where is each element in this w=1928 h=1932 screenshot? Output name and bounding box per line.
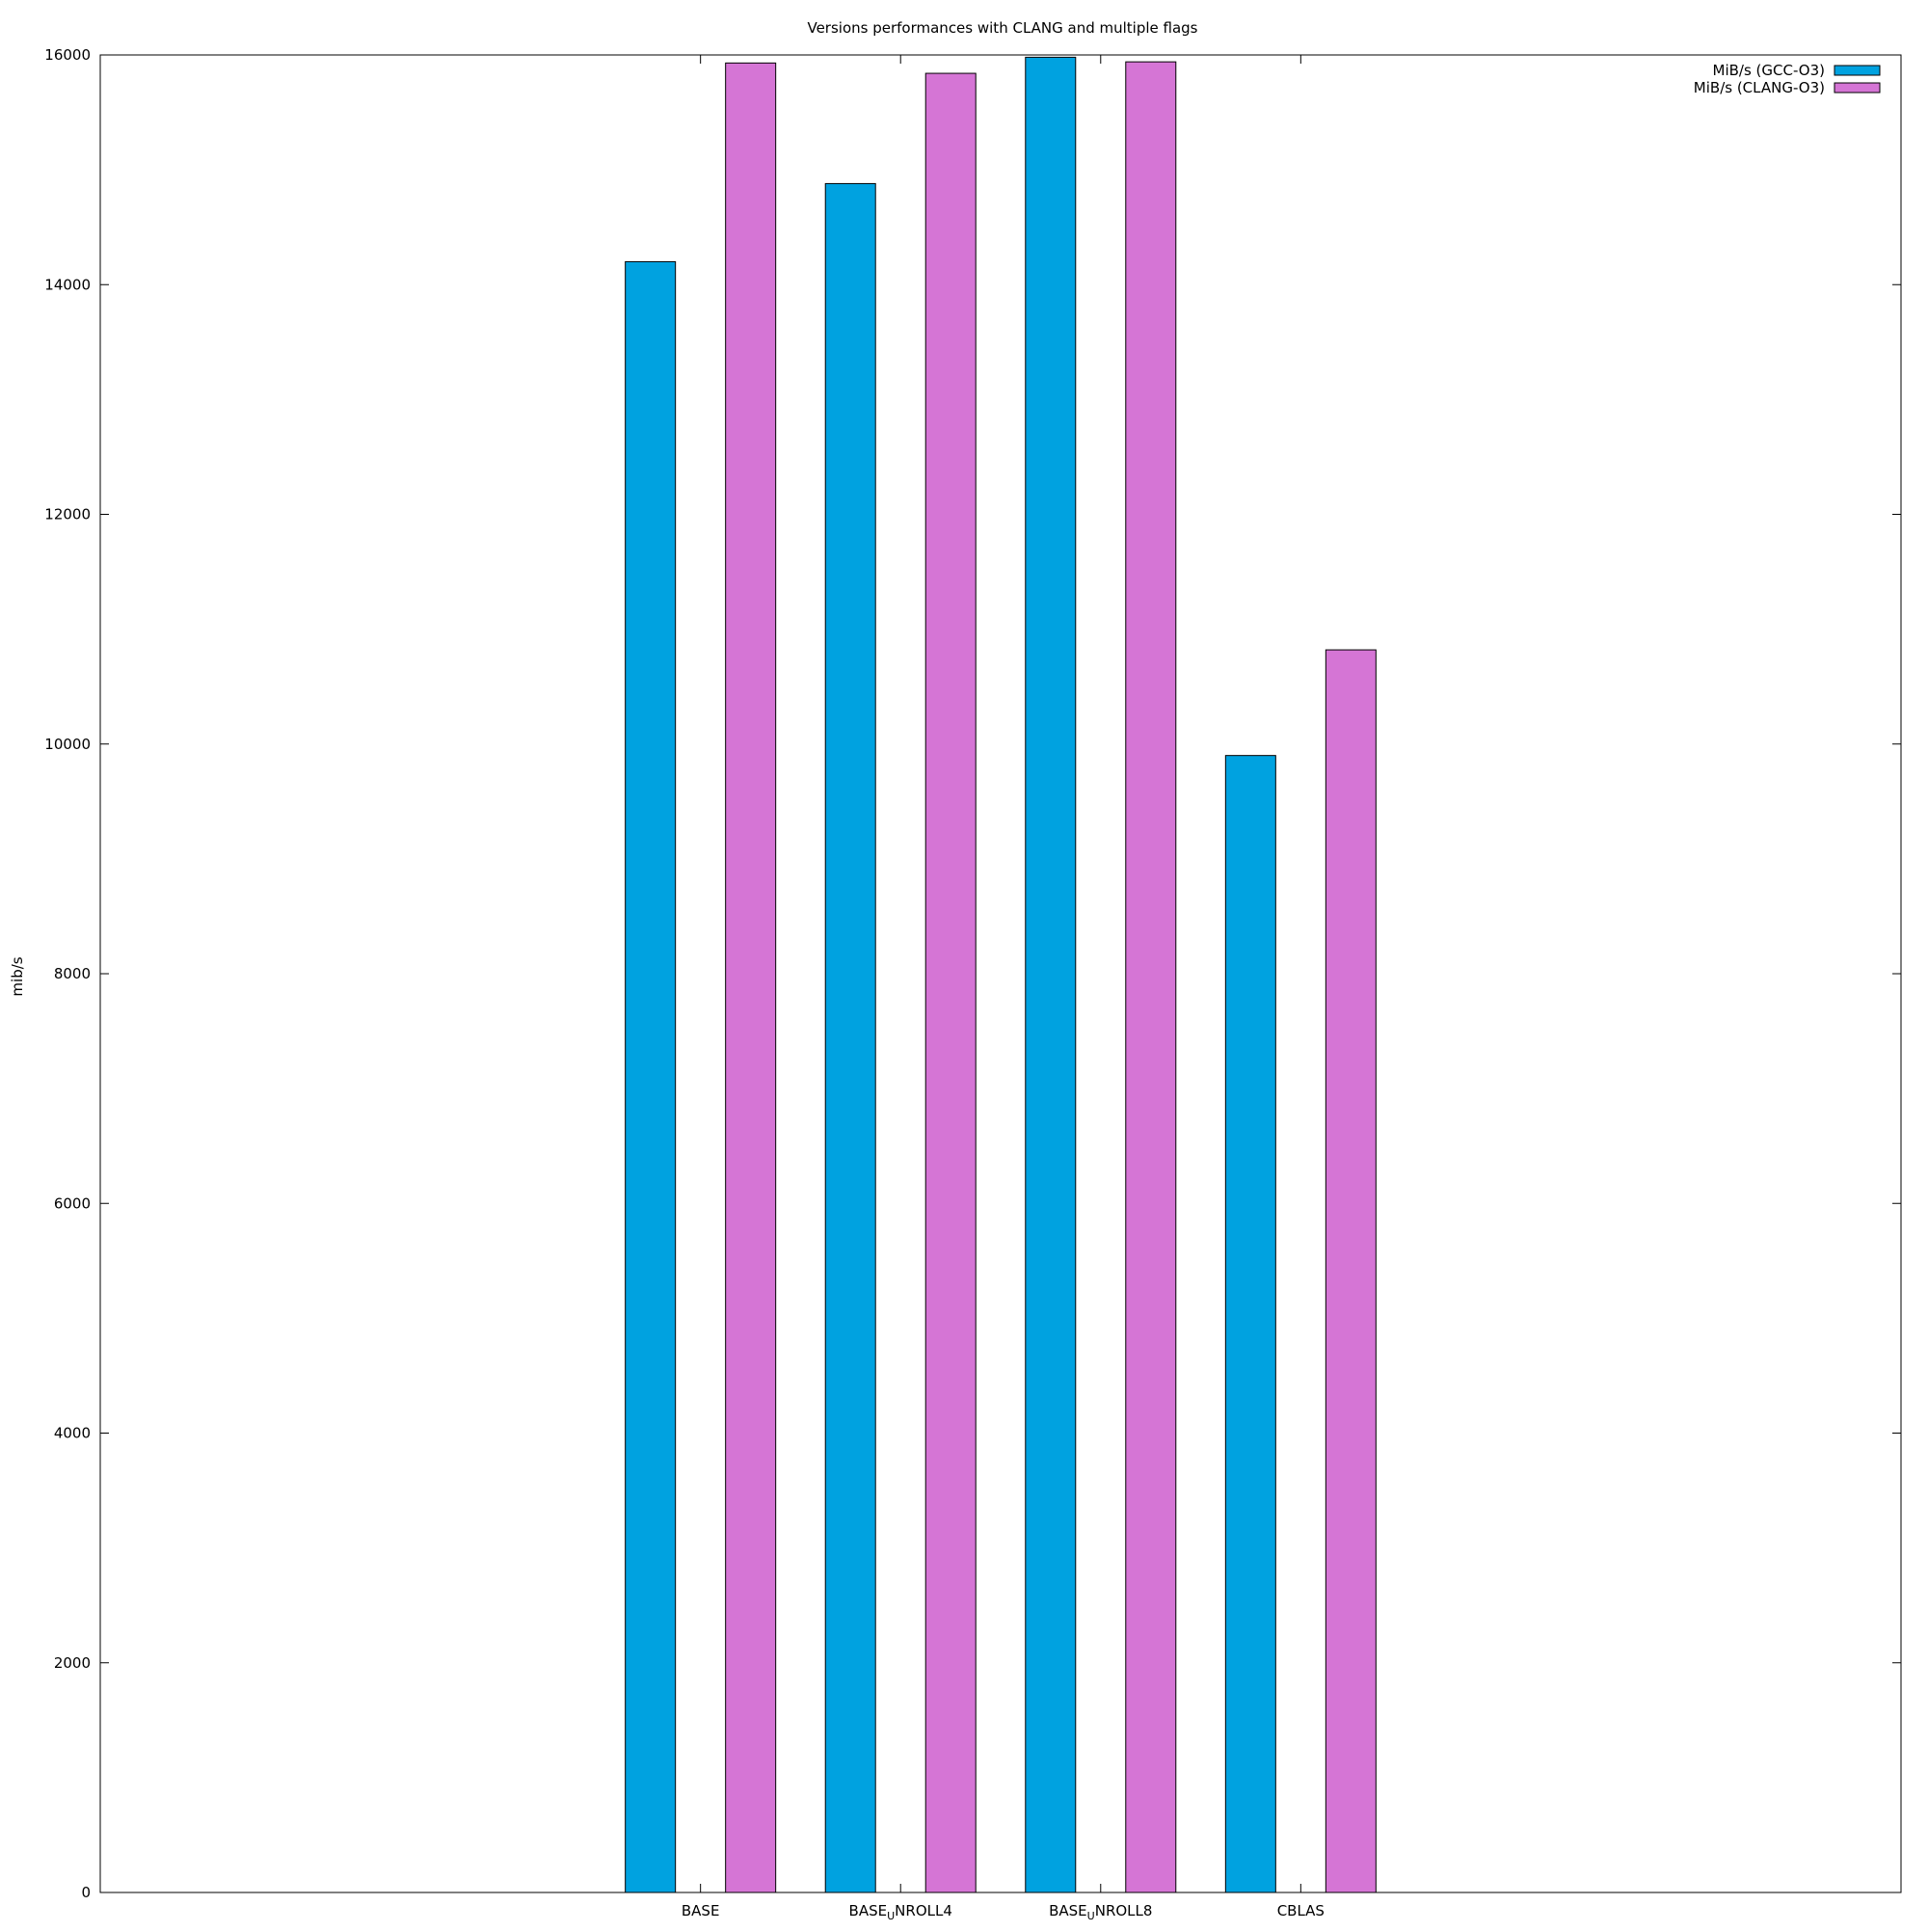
y-tick-label-4: 8000	[54, 965, 91, 982]
legend-swatch-1	[1834, 82, 1881, 94]
bar-series-1-3	[1325, 649, 1377, 1893]
y-tick-label-5: 10000	[44, 736, 91, 753]
y-tick-label-7: 14000	[44, 276, 91, 293]
plot-frame	[99, 54, 1902, 1893]
legend-label-1: MiB/s (CLANG-O3)	[1694, 79, 1825, 96]
y-tick-label-8: 16000	[44, 46, 91, 64]
bar-series-0-1	[824, 182, 876, 1893]
x-tick-label-0: BASE	[682, 1902, 720, 1919]
legend-label-0: MiB/s (GCC-O3)	[1713, 62, 1826, 79]
bar-series-1-1	[924, 72, 977, 1893]
x-tick-label-3: CBLAS	[1277, 1902, 1325, 1919]
y-tick-label-0: 0	[81, 1884, 91, 1901]
legend-swatch-0	[1834, 65, 1881, 76]
bars-layer	[625, 56, 1377, 1893]
legend: MiB/s (GCC-O3)MiB/s (CLANG-O3)	[1694, 62, 1881, 96]
bar-series-0-2	[1025, 56, 1077, 1893]
y-tick-label-6: 12000	[44, 506, 91, 523]
y-tick-label-1: 2000	[54, 1654, 91, 1672]
bar-series-0-3	[1224, 755, 1276, 1893]
ticks-layer: 0 2000 4000 6000 8000 10000 12000 14000 16000 BAS…	[44, 46, 1901, 1922]
bar-series-1-0	[725, 62, 777, 1893]
chart-title: Versions performances with CLANG and mul…	[807, 19, 1197, 37]
bar-series-0-0	[625, 260, 677, 1893]
x-tick-label-1: BASEUNROLL4	[849, 1902, 952, 1922]
y-axis-label: mib/s	[9, 956, 26, 996]
x-tick-label-2: BASEUNROLL8	[1049, 1902, 1152, 1922]
bar-series-1-2	[1125, 61, 1177, 1893]
y-tick-label-2: 4000	[54, 1425, 91, 1442]
y-tick-label-3: 6000	[54, 1194, 91, 1212]
